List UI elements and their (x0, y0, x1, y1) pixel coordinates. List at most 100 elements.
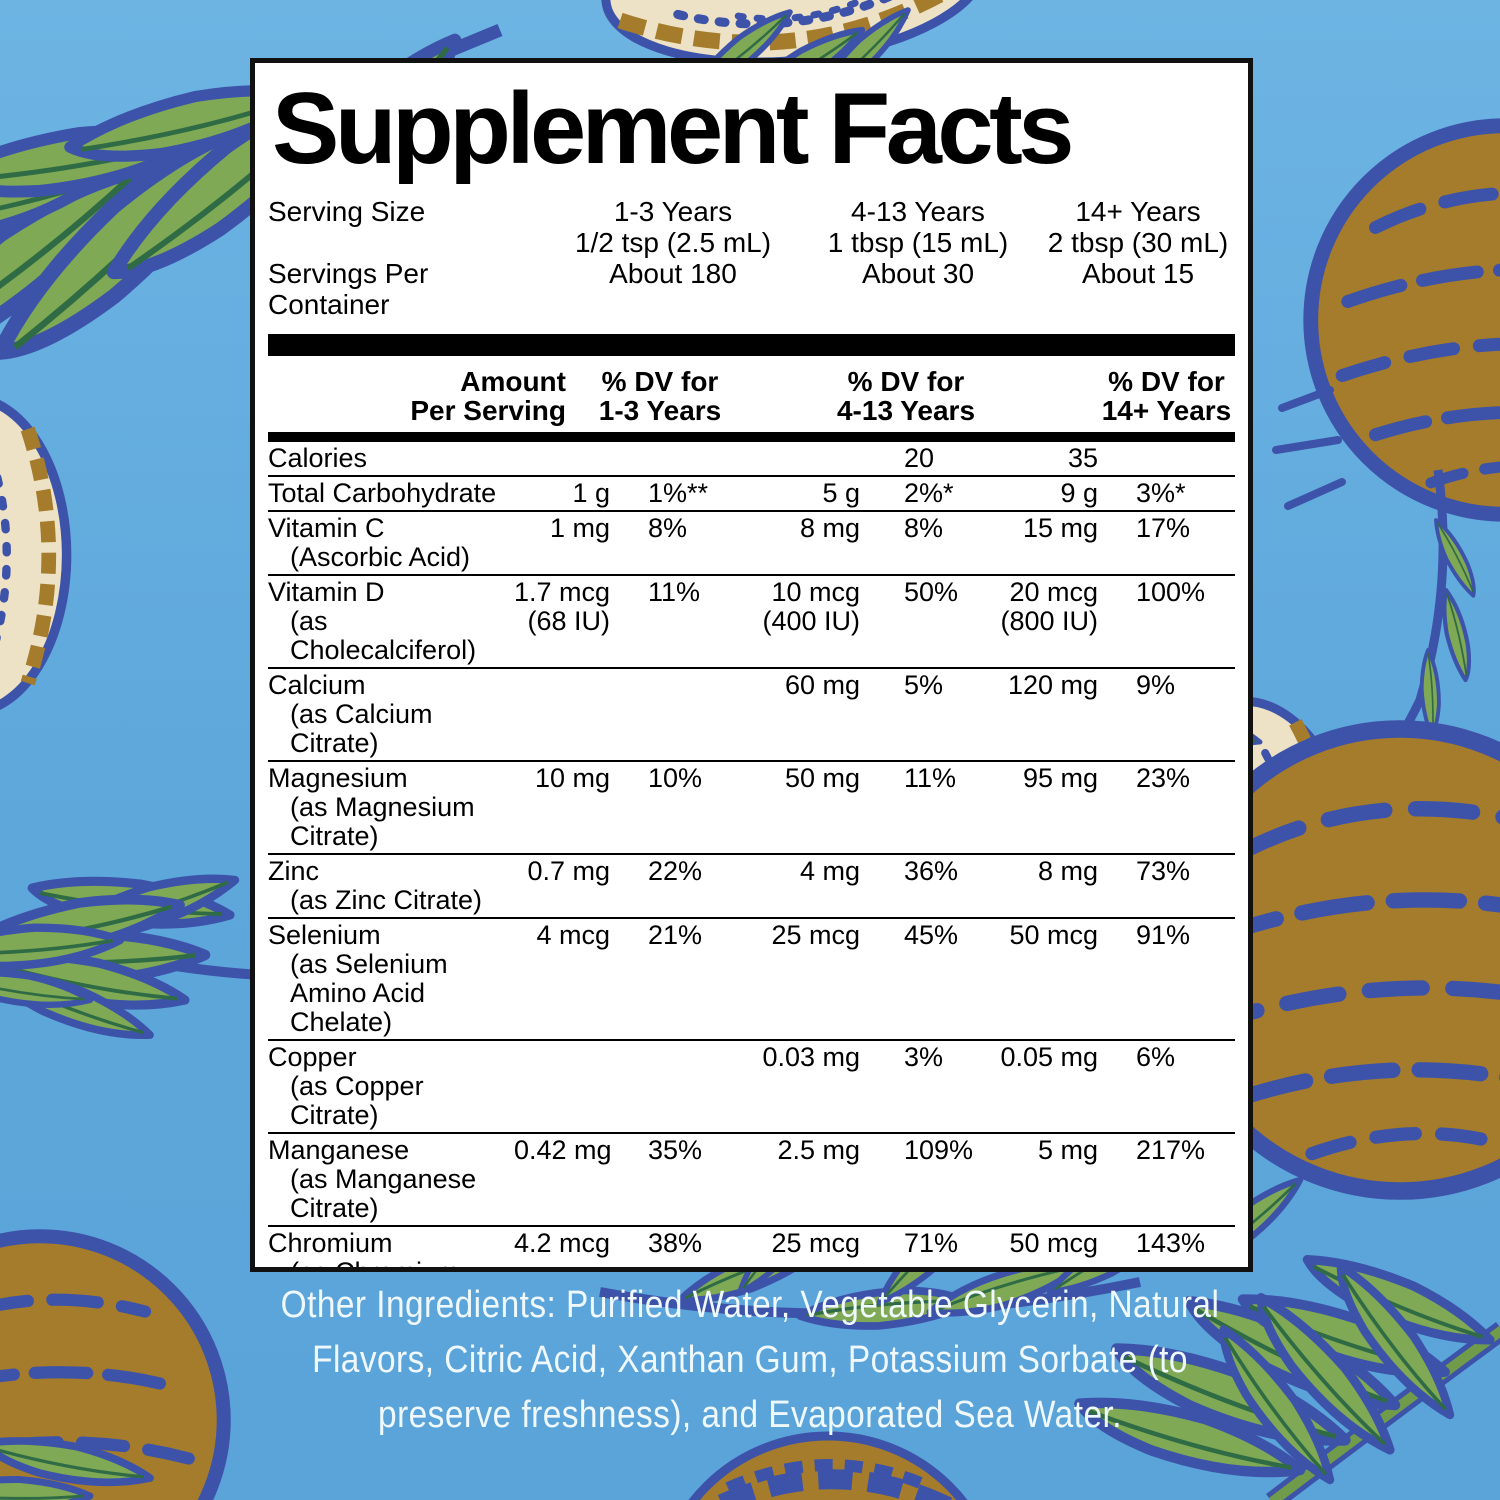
servings-count-2: About 30 (861, 258, 975, 289)
amount-1-3: 4 mcg (536, 920, 610, 950)
amount-14: 35 (1067, 443, 1098, 473)
serving-size-label: Serving Size (268, 196, 426, 227)
amount-1-3: 0.42 mg (514, 1135, 612, 1165)
serving-size-2: 1 tbsp (15 mL) (827, 227, 1009, 258)
nutrient-row-vitamin-d: Vitamin D 1.7 mcg 11% 10 mcg 50% 20 mcg … (268, 576, 1235, 669)
dv-1-3: 22% (648, 856, 703, 886)
nutrient-name: Calories (268, 443, 368, 473)
amount-1-3: 1 g (572, 478, 610, 508)
other-ingredients-line-3: preserve freshness), and Evaporated Sea … (378, 1394, 1122, 1436)
halved-coconut-edge-illustration (0, 398, 67, 713)
dv-1-3: 21% (648, 920, 703, 950)
palm-frond-left-illustration (0, 854, 261, 1064)
nutrient-row-calories: Calories 20 35 (268, 442, 1235, 477)
other-ingredients-line-2: Flavors, Citric Acid, Xanthan Gum, Potas… (312, 1339, 1188, 1381)
nutrient-row-copper: Copper 0.03 mg 3% 0.05 mg 6% (as Copper … (268, 1041, 1235, 1134)
amount-iu-4-13: (400 IU) (762, 606, 860, 636)
amount-1-3: 1 mg (549, 513, 610, 543)
dv-14: 23% (1136, 763, 1191, 793)
dv-14: 91% (1136, 920, 1191, 950)
nutrient-row-zinc: Zinc 0.7 mg 22% 4 mg 36% 8 mg 73% (as Zi… (268, 855, 1235, 919)
nutrient-name: Chromium (268, 1228, 393, 1258)
amount-14: 120 mg (1007, 670, 1098, 700)
nutrient-source: (as Zinc Citrate) (290, 885, 483, 915)
dv-14: 6% (1136, 1042, 1176, 1072)
palm-frond-bottom-right-illustration (1074, 1229, 1500, 1500)
dv-4-13: 2%* (904, 478, 954, 508)
amount-iu-1-3: (68 IU) (527, 606, 610, 636)
dv-1-3: 38% (648, 1228, 703, 1258)
table-header: Amount Per Serving % DV for 1-3 Years % … (268, 360, 1235, 430)
dv-1-3: 35% (648, 1135, 703, 1165)
divider-bar (268, 432, 1235, 442)
amount-header: Amount Per Serving (410, 366, 566, 426)
nutrient-name: Zinc (268, 856, 320, 886)
amount-14: 15 mg (1022, 513, 1098, 543)
nutrient-row-manganese: Manganese 0.42 mg 35% 2.5 mg 109% 5 mg 2… (268, 1134, 1235, 1227)
other-ingredients-line-1: Other Ingredients: Purified Water, Veget… (280, 1284, 1220, 1326)
serving-size-3: 2 tbsp (30 mL) (1047, 227, 1229, 258)
supplement-facts-panel: Supplement Facts Serving Size 1-3 Years … (250, 58, 1253, 1272)
servings-per-container-label: Servings Per Container (268, 258, 429, 320)
amount-14: 5 mg (1037, 1135, 1098, 1165)
nutrient-source: (as Chromium Polynicotinate) (290, 1257, 460, 1272)
dv-1-3: 1%** (648, 478, 709, 508)
dv-4-13: 50% (904, 577, 959, 607)
nutrient-source: (as Copper Citrate) (290, 1071, 424, 1130)
dv-14: 143% (1136, 1228, 1206, 1258)
age-group-3: 14+ Years (1075, 196, 1201, 227)
dv-4-13: 109% (904, 1135, 974, 1165)
nutrient-source: (as Selenium Amino Acid Chelate) (290, 949, 448, 1037)
dv-4-13: 8% (904, 513, 944, 543)
nutrient-row-total-carbohydrate: Total Carbohydrate 1 g 1%** 5 g 2%* 9 g … (268, 477, 1235, 512)
nutrient-source: (as Cholecalciferol) (290, 606, 477, 665)
serving-info: Serving Size 1-3 Years 4-13 Years 14+ Ye… (268, 196, 1235, 320)
nutrient-row-calcium: Calcium 60 mg 5% 120 mg 9% (as Calcium C… (268, 669, 1235, 762)
panel-title: Supplement Facts (272, 73, 1074, 185)
nutrient-source: (Ascorbic Acid) (290, 542, 471, 572)
nutrient-name: Copper (268, 1042, 357, 1072)
amount-4-13: 0.03 mg (762, 1042, 860, 1072)
age-group-1: 1-3 Years (613, 196, 733, 227)
nutrient-row-magnesium: Magnesium 10 mg 10% 50 mg 11% 95 mg 23% … (268, 762, 1235, 855)
amount-4-13: 25 mcg (771, 920, 860, 950)
amount-4-13: 25 mcg (771, 1228, 860, 1258)
servings-count-3: About 15 (1081, 258, 1195, 289)
nutrient-source: (as Manganese Citrate) (290, 1164, 477, 1223)
amount-14: 8 mg (1037, 856, 1098, 886)
nutrient-name: Calcium (268, 670, 366, 700)
nutrient-row-vitamin-c: Vitamin C 1 mg 8% 8 mg 8% 15 mg 17% (Asc… (268, 512, 1235, 576)
dv-14: 73% (1136, 856, 1191, 886)
coconut-illustration (1272, 126, 1500, 515)
nutrient-source: (as Calcium Citrate) (290, 699, 433, 758)
dv-header-4-13: % DV for 4-13 Years (836, 366, 976, 426)
dv-14: 217% (1136, 1135, 1206, 1165)
amount-14: 95 mg (1022, 763, 1098, 793)
amount-4-13: 8 mg (799, 513, 860, 543)
dv-4-13: 11% (904, 763, 957, 793)
amount-4-13: 60 mg (784, 670, 860, 700)
amount-1-3: 0.7 mg (527, 856, 610, 886)
amount-1-3: 4.2 mcg (514, 1228, 611, 1258)
amount-14: 50 mcg (1009, 1228, 1098, 1258)
amount-4-13: 50 mg (784, 763, 860, 793)
dv-4-13: 5% (904, 670, 944, 700)
amount-14: 50 mcg (1009, 920, 1098, 950)
nutrient-name: Magnesium (268, 763, 408, 793)
amount-1-3: 1.7 mcg (514, 577, 611, 607)
amount-14: 9 g (1060, 478, 1098, 508)
serving-size-1: 1/2 tsp (2.5 mL) (574, 227, 772, 258)
nutrient-name: Vitamin C (268, 513, 385, 543)
dv-header-1-3: % DV for 1-3 Years (598, 366, 722, 426)
amount-1-3: 10 mg (534, 763, 610, 793)
nutrient-source: (as Magnesium Citrate) (290, 792, 475, 851)
amount-4-13: 5 g (822, 478, 860, 508)
nutrient-name: Vitamin D (268, 577, 385, 607)
other-ingredients: Other Ingredients: Purified Water, Veget… (156, 1278, 1344, 1443)
dv-4-13: 45% (904, 920, 959, 950)
amount-4-13: 4 mg (799, 856, 860, 886)
amount-14: 0.05 mg (1000, 1042, 1098, 1072)
nutrient-row-selenium: Selenium 4 mcg 21% 25 mcg 45% 50 mcg 91%… (268, 919, 1235, 1041)
dv-header-14: % DV for 14+ Years (1101, 366, 1232, 426)
